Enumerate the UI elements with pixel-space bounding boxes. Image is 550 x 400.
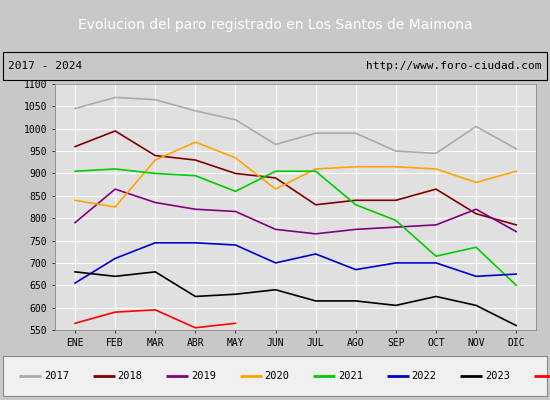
Text: 2018: 2018 bbox=[118, 371, 142, 381]
Text: 2022: 2022 bbox=[411, 371, 436, 381]
Text: 2019: 2019 bbox=[191, 371, 216, 381]
Text: Evolucion del paro registrado en Los Santos de Maimona: Evolucion del paro registrado en Los San… bbox=[78, 18, 472, 32]
Text: 2020: 2020 bbox=[265, 371, 289, 381]
Text: 2017: 2017 bbox=[44, 371, 69, 381]
FancyBboxPatch shape bbox=[3, 356, 547, 396]
Text: 2023: 2023 bbox=[485, 371, 510, 381]
Text: 2017 - 2024: 2017 - 2024 bbox=[8, 61, 82, 71]
Text: http://www.foro-ciudad.com: http://www.foro-ciudad.com bbox=[366, 61, 542, 71]
Text: 2021: 2021 bbox=[338, 371, 363, 381]
